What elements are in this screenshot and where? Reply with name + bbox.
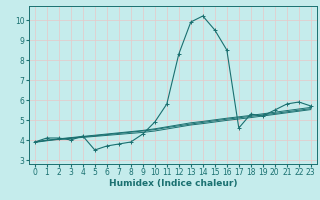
- X-axis label: Humidex (Indice chaleur): Humidex (Indice chaleur): [108, 179, 237, 188]
